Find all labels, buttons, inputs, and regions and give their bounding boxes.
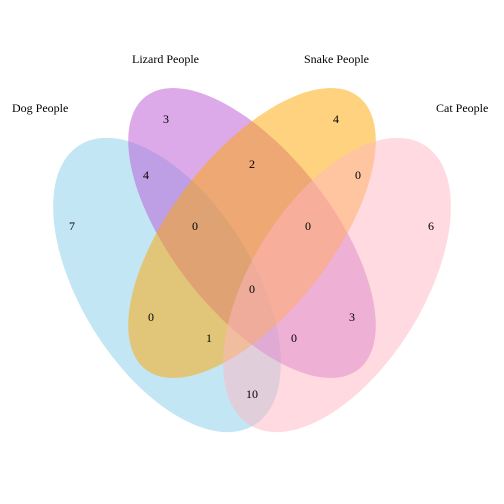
region-all-four: 0 xyxy=(249,282,255,296)
region-dog-cat: 10 xyxy=(246,387,258,401)
region-dog-snake: 0 xyxy=(148,310,154,324)
lizard-people-label: Lizard People xyxy=(132,52,199,66)
region-dog-only: 7 xyxy=(69,219,75,233)
snake-people-ellipse xyxy=(128,88,376,378)
cat-people-ellipse xyxy=(223,137,451,433)
region-cat-only: 6 xyxy=(428,219,434,233)
region-lizard-cat: 3 xyxy=(349,310,355,324)
region-lizard-only: 3 xyxy=(163,112,169,126)
region-dog-lizard: 4 xyxy=(143,168,149,182)
region-snake-only: 4 xyxy=(333,112,339,126)
region-dog-snake-cat: 1 xyxy=(206,331,212,345)
dog-people-label: Dog People xyxy=(12,101,68,115)
region-dog-lizard-snake: 0 xyxy=(192,219,198,233)
region-snake-cat: 0 xyxy=(355,168,361,182)
snake-people-label: Snake People xyxy=(304,52,369,66)
region-lizard-snake: 2 xyxy=(249,157,255,171)
region-lizard-snake-cat: 0 xyxy=(305,219,311,233)
cat-people-label: Cat People xyxy=(436,101,488,115)
region-dog-lizard-cat: 0 xyxy=(291,331,297,345)
